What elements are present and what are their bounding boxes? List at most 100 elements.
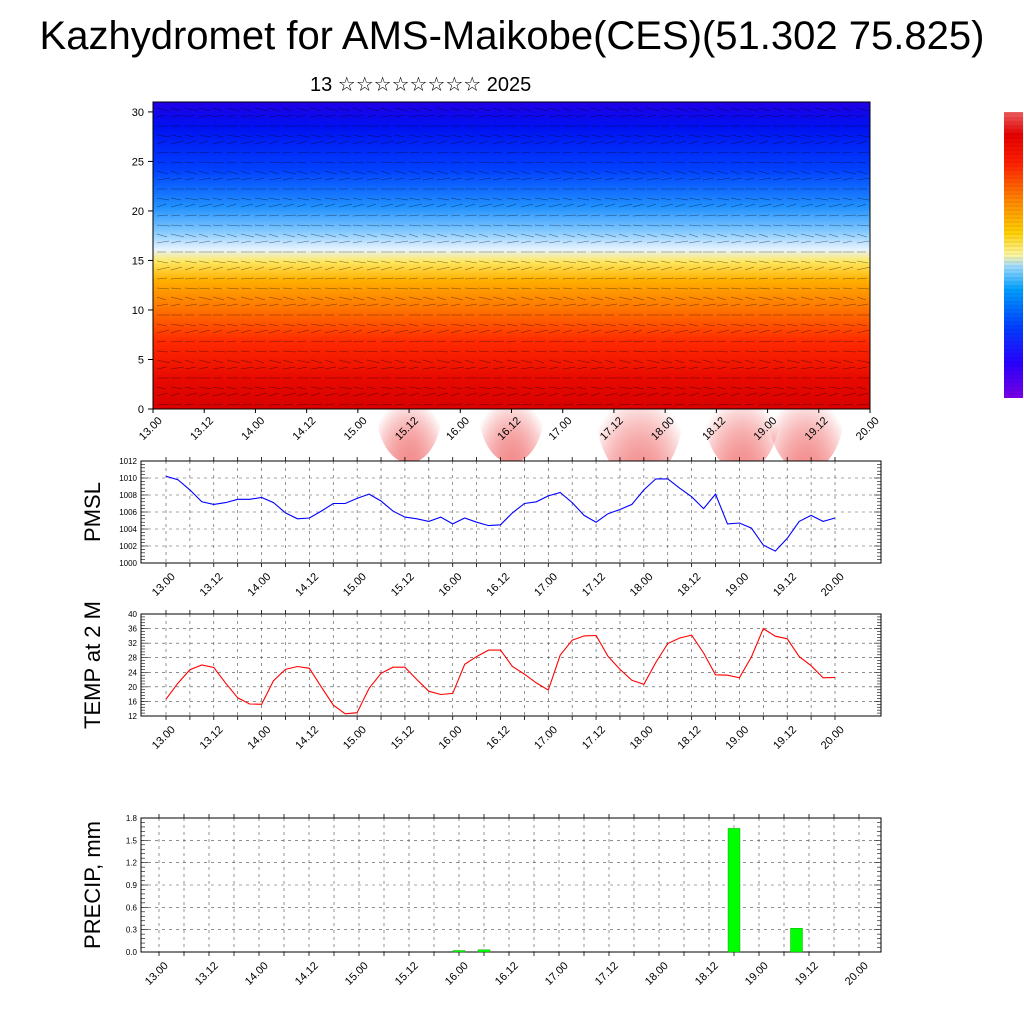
x-tick-label: 13.00: [143, 960, 171, 988]
page-subtitle: 13 ☆☆☆☆☆☆☆☆ 2025: [310, 74, 532, 96]
grid: [141, 460, 881, 564]
x-tick-label: 13.00: [137, 415, 165, 443]
x-tick-label: 13.00: [150, 724, 178, 752]
colorbar: [1004, 112, 1023, 398]
x-tick-label: 14.00: [245, 724, 273, 752]
plot-frame: [140, 460, 882, 564]
x-tick-label: 15.12: [389, 724, 417, 752]
x-tick-label: 13.12: [198, 571, 226, 599]
x-tick-label: 16.12: [493, 960, 521, 988]
x-tick-label: 16.00: [437, 571, 465, 599]
precip-bar: [477, 949, 491, 953]
x-tick-label: 16.00: [444, 415, 472, 443]
x-tick-label: 15.12: [389, 571, 417, 599]
precip-bar: [727, 828, 741, 953]
x-tick-label: 14.12: [293, 960, 321, 988]
y-tick-label: 30: [132, 107, 144, 119]
x-tick-label: 20.00: [843, 960, 871, 988]
wind-barb-lines: [156, 107, 871, 406]
x-tick-label: 19.00: [743, 960, 771, 988]
x-tick-label: 18.12: [693, 960, 721, 988]
y-tick-label: 0.9: [126, 881, 138, 890]
x-tick-label: 15.12: [393, 960, 421, 988]
x-tick-label: 20.00: [854, 415, 882, 443]
page-title: Kazhydromet for AMS-Maikobe(CES)(51.302 …: [39, 14, 985, 58]
x-tick-label: 17.00: [547, 415, 575, 443]
x-tick-label: 18.12: [676, 724, 704, 752]
y-tick-label: 0.0: [126, 948, 138, 957]
x-tick-label: 14.00: [239, 415, 267, 443]
x-tick-label: 15.00: [343, 960, 371, 988]
y-tick-label: 1012: [119, 457, 137, 466]
x-tick-label: 17.00: [532, 571, 560, 599]
y-tick-label: 16: [128, 697, 137, 706]
x-tick-label: 15.00: [341, 724, 369, 752]
x-tick-label: 16.00: [443, 960, 471, 988]
x-tick-label: 20.00: [819, 571, 847, 599]
x-tick-label: 17.12: [580, 571, 608, 599]
x-tick-label: 17.12: [593, 960, 621, 988]
y-tick-label: 1.8: [126, 814, 138, 823]
minor-ticks: [141, 460, 881, 564]
x-ticks: [165, 457, 836, 567]
x-tick-label: 18.12: [676, 571, 704, 599]
wind-barbs: [156, 107, 871, 406]
x-tick-label: 16.00: [437, 724, 465, 752]
y-tick-label: 1006: [119, 508, 137, 517]
y-tick-label: 15: [132, 255, 144, 267]
x-tick-label: 13.12: [188, 415, 216, 443]
y-tick-label: 1000: [119, 559, 137, 568]
y-tick-label: 32: [128, 639, 137, 648]
x-tick-label: 19.12: [771, 571, 799, 599]
x-tick-label: 14.12: [291, 415, 319, 443]
x-tick-label: 15.00: [342, 415, 370, 443]
x-tick-label: 13.12: [193, 960, 221, 988]
y-tick-label: 0.3: [126, 926, 138, 935]
x-tick-label: 16.12: [484, 724, 512, 752]
y-tick-label: 1004: [119, 525, 137, 534]
x-tick-label: 18.00: [628, 724, 656, 752]
y-tick-label: 10: [132, 305, 144, 317]
y-axis-title: TEMP at 2 M: [80, 601, 105, 729]
x-ticks: [158, 814, 860, 956]
y-tick-label: 1002: [119, 542, 137, 551]
y-tick-label: 24: [128, 668, 137, 677]
x-ticks: [165, 610, 836, 720]
y-tick-label: 12: [128, 712, 137, 721]
y-tick-label: 0: [138, 404, 144, 416]
precip-bar: [452, 950, 466, 953]
x-tick-label: 13.00: [150, 571, 178, 599]
x-tick-label: 19.12: [771, 724, 799, 752]
x-tick-label: 14.12: [293, 571, 321, 599]
y-tick-label: 36: [128, 625, 137, 634]
x-tick-label: 14.00: [243, 960, 271, 988]
x-tick-label: 18.00: [643, 960, 671, 988]
x-tick-label: 13.12: [198, 724, 226, 752]
x-tick-label: 14.00: [245, 571, 273, 599]
x-tick-label: 19.12: [793, 960, 821, 988]
x-tick-label: 19.00: [723, 724, 751, 752]
minor-ticks: [141, 817, 881, 953]
x-tick-label: 14.12: [293, 724, 321, 752]
grid: [141, 817, 881, 953]
y-tick-label: 20: [128, 683, 137, 692]
y-tick-label: 1010: [119, 474, 137, 483]
y-axis-title: PMSL: [80, 482, 105, 542]
minor-ticks: [141, 613, 881, 717]
y-tick-label: 1008: [119, 491, 137, 500]
y-tick-label: 25: [132, 156, 144, 168]
x-tick-label: 18.00: [628, 571, 656, 599]
temp-line: [165, 627, 836, 715]
plot-frame: [140, 817, 882, 953]
y-tick-label: 1.5: [126, 836, 138, 845]
y-tick-label: 5: [138, 354, 144, 366]
x-tick-label: 17.00: [532, 724, 560, 752]
y-tick-label: 1.2: [126, 859, 138, 868]
x-tick-label: 16.12: [484, 571, 512, 599]
x-tick-label: 17.12: [580, 724, 608, 752]
y-tick-label: 28: [128, 654, 137, 663]
x-tick-label: 15.00: [341, 571, 369, 599]
y-axis-title: PRECIP, mm: [80, 821, 105, 949]
colorbar-segments: [1004, 113, 1023, 395]
